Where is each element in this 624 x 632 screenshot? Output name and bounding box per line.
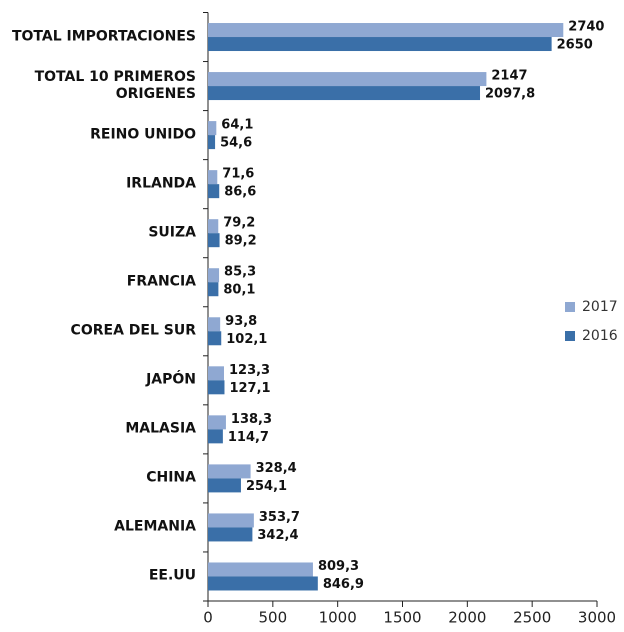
category-label: TOTAL 10 PRIMEROS ORIGENES <box>34 69 196 103</box>
value-label: 71,6 <box>222 167 254 182</box>
category-label: IRLANDA <box>126 175 196 192</box>
bar <box>208 415 226 430</box>
bar <box>208 513 254 528</box>
bar <box>208 282 219 297</box>
category-label: ALEMANIA <box>114 518 196 535</box>
value-label: 123,3 <box>229 363 270 378</box>
value-label: 328,4 <box>256 461 297 476</box>
bar <box>208 527 253 542</box>
bar <box>208 576 318 591</box>
value-label: 85,3 <box>224 265 256 280</box>
bar <box>208 380 225 395</box>
legend-swatch <box>565 302 575 312</box>
value-label: 846,9 <box>323 577 364 592</box>
bar <box>208 219 219 234</box>
category-label: FRANCIA <box>126 273 196 290</box>
value-label: 93,8 <box>225 314 257 329</box>
bar <box>208 170 218 185</box>
bar <box>208 233 220 248</box>
value-label: 2147 <box>491 69 527 84</box>
bar <box>208 429 223 444</box>
bar <box>208 86 481 101</box>
value-label: 138,3 <box>231 412 272 427</box>
bar <box>208 72 487 87</box>
bar <box>208 331 222 346</box>
x-tick-label: 1000 <box>319 609 357 627</box>
bar <box>208 268 220 283</box>
value-label: 2740 <box>568 20 604 35</box>
bar <box>208 478 241 493</box>
category-label: REINO UNIDO <box>90 126 196 143</box>
category-label: MALASIA <box>125 420 196 437</box>
bar <box>208 562 313 577</box>
value-label: 809,3 <box>318 559 359 574</box>
x-tick-label: 2000 <box>448 609 486 627</box>
bar <box>208 464 251 479</box>
value-label: 86,6 <box>224 185 256 200</box>
value-label: 2097,8 <box>485 87 535 102</box>
x-tick-label: 500 <box>259 609 288 627</box>
value-label: 127,1 <box>229 381 270 396</box>
value-label: 54,6 <box>220 136 252 151</box>
category-label: JAPÓN <box>146 371 196 388</box>
bar <box>208 184 220 199</box>
bar <box>208 37 552 52</box>
x-tick-label: 2500 <box>513 609 551 627</box>
category-label: SUIZA <box>148 224 196 241</box>
value-label: 2650 <box>557 38 593 53</box>
category-label: CHINA <box>146 469 196 486</box>
x-tick-label: 3000 <box>578 609 616 627</box>
value-label: 80,1 <box>223 283 255 298</box>
category-label: COREA DEL SUR <box>70 322 196 339</box>
value-label: 89,2 <box>225 234 257 249</box>
bar <box>208 135 216 150</box>
x-tick-label: 1500 <box>383 609 421 627</box>
legend-label: 2016 <box>582 328 618 344</box>
category-label: TOTAL IMPORTACIONES <box>11 28 196 45</box>
value-label: 353,7 <box>259 510 300 525</box>
category-label: EE.UU <box>148 567 196 584</box>
bar <box>208 23 564 38</box>
value-label: 342,4 <box>257 528 298 543</box>
value-label: 102,1 <box>226 332 267 347</box>
bar <box>208 317 221 332</box>
value-label: 254,1 <box>246 479 287 494</box>
legend-label: 2017 <box>582 299 618 315</box>
value-label: 64,1 <box>221 118 253 133</box>
bar <box>208 366 224 381</box>
legend-swatch <box>565 331 575 341</box>
value-label: 114,7 <box>228 430 269 445</box>
x-tick-label: 0 <box>203 609 213 627</box>
value-label: 79,2 <box>223 216 255 231</box>
bar <box>208 121 217 136</box>
